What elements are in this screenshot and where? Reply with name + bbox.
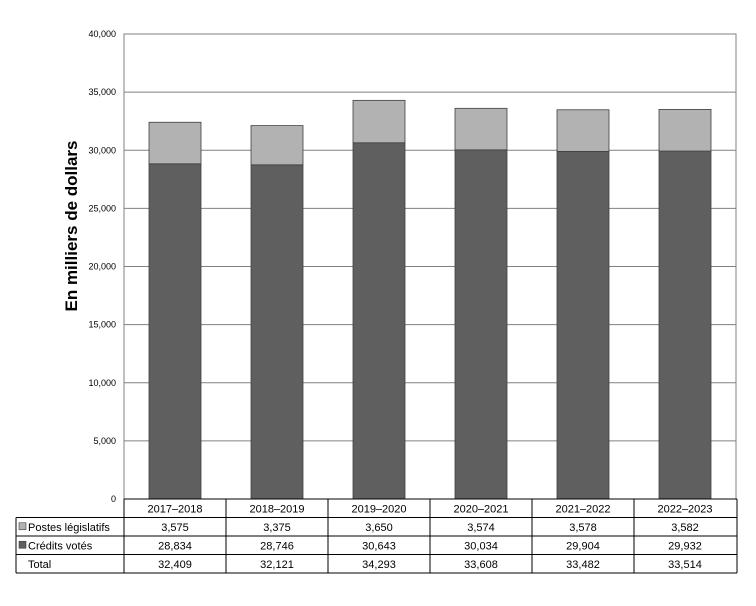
table-cell: 29,904 [566, 540, 600, 552]
bar-postes-legislatifs [556, 109, 610, 152]
table-cell: 33,514 [668, 559, 702, 571]
bar-postes-legislatifs [250, 125, 304, 166]
y-tick-label: 40,000 [88, 29, 116, 39]
table-cell: 29,932 [668, 540, 702, 552]
y-tick-label: 30,000 [88, 145, 116, 155]
table-cell: 3,650 [365, 522, 393, 534]
x-tick-label: 2022–2023 [657, 503, 712, 515]
legend-label: Crédits votés [28, 540, 93, 552]
y-tick-label: 15,000 [88, 320, 116, 330]
table-cell: 3,574 [467, 522, 495, 534]
table-cell: 3,575 [161, 522, 189, 534]
table-cell: 34,293 [362, 559, 396, 571]
y-tick-label: 35,000 [88, 87, 116, 97]
y-tick-label: 25,000 [88, 203, 116, 213]
bar-postes-legislatifs [148, 121, 202, 165]
x-tick-label: 2021–2022 [555, 503, 610, 515]
table-cell: 30,643 [362, 540, 396, 552]
bar-postes-legislatifs [658, 108, 712, 152]
y-tick-label: 20,000 [88, 262, 116, 272]
bar-postes-legislatifs [352, 99, 406, 144]
table-cell: 3,375 [263, 522, 291, 534]
y-axis-title: En milliers de dollars [62, 140, 81, 311]
table-cell: 28,834 [158, 540, 192, 552]
table-cell: 32,121 [260, 559, 294, 571]
bar-credits-votes [658, 150, 712, 500]
table-cell: 3,582 [671, 522, 699, 534]
legend-swatch [18, 540, 27, 549]
y-tick-label: 0 [111, 494, 116, 504]
table-cell: 32,409 [158, 559, 192, 571]
x-tick-label: 2018–2019 [249, 503, 304, 515]
bar-credits-votes [352, 142, 406, 500]
y-tick-label: 10,000 [88, 378, 116, 388]
table-cell: 28,746 [260, 540, 294, 552]
bar-postes-legislatifs [454, 107, 508, 151]
legend-swatch [18, 522, 27, 531]
x-tick-label: 2017–2018 [147, 503, 202, 515]
table-cell: 33,482 [566, 559, 600, 571]
table-cell: 30,034 [464, 540, 498, 552]
x-tick-label: 2020–2021 [453, 503, 508, 515]
legend-label: Postes législatifs [28, 522, 110, 534]
bar-credits-votes [556, 150, 610, 500]
y-tick-label: 5,000 [93, 436, 116, 446]
bar-credits-votes [454, 149, 508, 500]
x-tick-label: 2019–2020 [351, 503, 406, 515]
legend-label: Total [28, 559, 51, 571]
table-cell: 3,578 [569, 522, 597, 534]
bar-credits-votes [148, 163, 202, 500]
table-cell: 33,608 [464, 559, 498, 571]
bar-credits-votes [250, 164, 304, 500]
